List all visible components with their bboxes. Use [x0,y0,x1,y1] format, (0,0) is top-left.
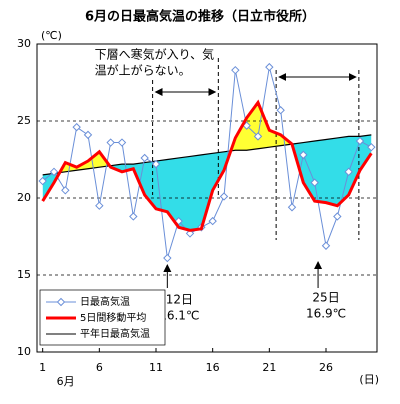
data-point [61,186,70,195]
series-line [42,134,372,176]
x-tick-label: 26 [319,361,333,374]
y-tick-label: 10 [17,345,31,358]
annotation: 16.1℃ [159,309,199,323]
annotation: 温が上がらない。 [95,63,191,78]
data-point [151,159,161,169]
data-point [106,138,115,147]
annotation: 16.9℃ [306,307,346,321]
data-point [287,203,297,212]
data-point [344,167,353,177]
data-point [49,167,59,177]
y-unit: (℃) [41,29,62,42]
data-point [129,212,138,221]
data-point [83,130,93,140]
below-normal-area [42,134,372,231]
annotation: 下層へ寒気が入り、気 [95,47,215,62]
data-point [117,138,127,147]
data-point [219,192,229,201]
data-point [367,142,376,152]
legend-label: 平年日最高気温 [80,327,150,340]
y-tick-label: 25 [17,114,31,127]
data-point [355,136,365,146]
annotation: 12日 [166,293,193,307]
data-point [140,153,149,163]
data-point [231,65,240,75]
data-point [299,150,308,160]
x-sublabel: 6月 [57,375,75,388]
legend-label: 日最高気温 [80,295,130,308]
data-point [310,178,319,187]
x-tick-label: 6 [96,361,103,374]
series-line [42,66,372,259]
data-point [95,201,104,210]
x-tick-label: 16 [206,361,220,374]
plot-frame [36,43,378,353]
data-point [163,253,172,263]
data-point [265,62,274,72]
data-point [321,241,331,250]
data-point [208,216,217,226]
chart-title: 6月の日最高気温の推移（日立市役所） [85,9,315,25]
y-tick-label: 30 [17,37,31,50]
data-point [38,176,47,186]
x-tick-label: 21 [262,361,276,374]
data-point [72,122,81,132]
data-point [276,106,285,115]
data-point [333,212,342,221]
x-tick-label: 11 [149,361,163,374]
series-line [41,99,373,232]
legend-label: 5日間移動平均 [80,311,146,324]
annotation: 25日 [312,291,339,305]
x-tick-label: 1 [39,361,46,374]
y-tick-label: 15 [17,268,31,281]
legend-swatch [56,297,66,307]
y-tick-label: 20 [17,191,31,204]
data-point [253,132,263,141]
x-unit: (日) [359,373,379,386]
data-point [185,229,195,238]
